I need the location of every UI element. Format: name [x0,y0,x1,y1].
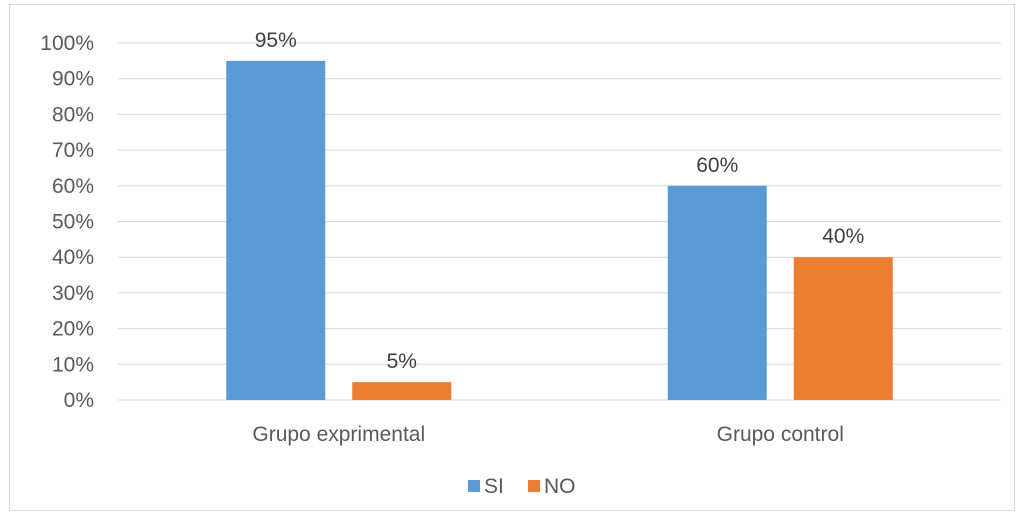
bar-si-1 [226,60,326,400]
y-axis: 0% 10% 20% 30% 40% 50% 60% 70% 80% 90% 100% [40,32,94,412]
data-label: 95% [255,29,297,52]
bar-no-1 [352,382,452,400]
legend: SI NO [468,475,576,498]
x-category-label: Grupo exprimental [252,423,425,446]
data-labels: 95% 5% 60% 40% [255,29,865,373]
y-tick-label: 30% [52,282,94,305]
legend-swatch-no [528,480,540,492]
y-tick-label: 80% [52,103,94,126]
x-axis: Grupo exprimental Grupo control [252,423,843,446]
legend-label-no: NO [544,475,576,498]
bar-no-2 [793,257,893,400]
y-tick-label: 90% [52,68,94,91]
y-tick-label: 50% [52,211,94,234]
y-tick-label: 0% [64,389,94,412]
legend-label-si: SI [484,475,504,498]
bars [226,60,893,400]
y-tick-label: 10% [52,353,94,376]
data-label: 60% [696,154,738,177]
y-tick-label: 60% [52,175,94,198]
y-tick-label: 70% [52,139,94,162]
y-tick-label: 100% [40,32,94,55]
y-tick-label: 40% [52,246,94,269]
bar-si-2 [667,185,767,400]
data-label: 40% [822,225,864,248]
data-label: 5% [387,350,417,373]
legend-swatch-si [468,480,480,492]
y-tick-label: 20% [52,318,94,341]
x-category-label: Grupo control [717,423,844,446]
